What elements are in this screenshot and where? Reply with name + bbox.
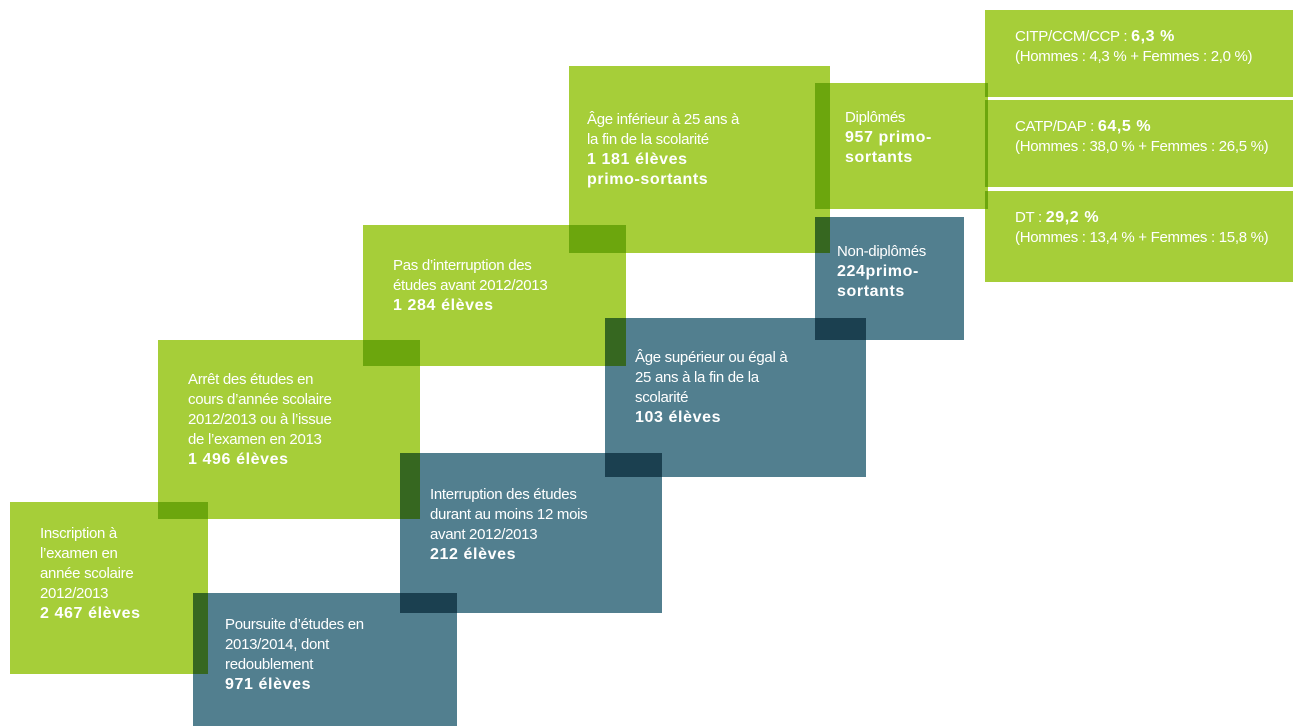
diploma-detail: (Hommes : 13,4 % + Femmes : 15,8 %) [1015,229,1269,246]
diploma-text: DT : 29,2 % (Hommes : 13,4 % + Femmes : 1… [1015,208,1269,248]
diploma-label: CITP/CCM/CCP : [1015,28,1132,45]
diploma-box [985,100,1293,187]
diploma-line: DT : 29,2 % [1015,208,1268,228]
bold-line: 2 467 élèves [40,605,141,622]
text-line: études avant 2012/2013 [393,277,548,294]
text-line: année scolaire [40,565,134,582]
text-line: Inscription à [40,525,117,542]
text-line: scolarité [635,389,689,406]
box [815,217,964,340]
bold-line: 1 181 élèves [587,151,688,168]
text-line: Âge supérieur ou égal à [635,349,788,366]
box [569,66,830,253]
text-line: 2012/2013 [40,585,109,602]
bold-line: 1 284 élèves [393,297,494,314]
diploma-line: CATP/DAP : 64,5 % [1015,117,1268,137]
diploma-label: DT : [1015,209,1046,226]
text-line: durant au moins 12 mois [430,506,588,523]
text-line: la fin de la scolarité [587,131,709,148]
box [400,453,662,613]
text-line: 2013/2014, dont [225,636,329,653]
text-line: Arrêt des études en [188,371,314,388]
text-line: Âge inférieur à 25 ans à [587,111,740,128]
bold-line: 971 élèves [225,676,312,693]
box [158,340,420,519]
diploma-box [985,10,1293,97]
text-line: Non-diplômés [837,243,926,260]
box-text: Poursuite d’études en 2013/2014, dont redo… [225,615,364,695]
bold-line: 212 élèves [430,546,517,563]
diploma-line: CITP/CCM/CCP : 6,3 % [1015,27,1252,47]
box-text: Non-diplômés 224primo-sortants [837,242,926,302]
box [815,83,988,209]
diploma-value: 29,2 % [1045,209,1100,226]
bold-line: sortants [845,149,913,166]
diploma-detail: (Hommes : 4,3 % + Femmes : 2,0 %) [1015,48,1253,65]
text-line: redoublement [225,656,314,673]
box-text: Pas d’interruption des études avant 2012/… [393,256,548,316]
text-line: cours d’année scolaire [188,391,332,408]
diploma-label: CATP/DAP : [1015,118,1098,135]
bold-line: 1 496 élèves [188,451,289,468]
diploma-value: 6,3 % [1131,28,1175,45]
diploma-text: CATP/DAP : 64,5 % (Hommes : 38,0 % + Femm… [1015,117,1269,157]
text-line: de l’examen en 2013 [188,431,322,448]
diploma-value: 64,5 % [1097,118,1152,135]
text-line: Pas d’interruption des [393,257,532,274]
text-line: 25 ans à la fin de la [635,369,759,386]
box-text: Âge inférieur à 25 ans à la fin de la sco… [587,110,739,190]
text-line: l’examen en [40,545,118,562]
diploma-box [985,191,1293,282]
box-text: Interruption des études durant au moins 1… [430,485,588,565]
bold-line: sortants [837,283,905,300]
bold-line: 103 élèves [635,409,722,426]
text-line: Diplômés [845,109,906,126]
text-line: Interruption des études [430,486,577,503]
box-text: Inscription à l’examen en année scolaire 20… [40,524,141,624]
box-text: Arrêt des études en cours d’année scolair… [188,370,332,470]
box [605,318,866,477]
bold-line: 957 primo- [845,129,932,146]
box [193,593,457,726]
box [10,502,208,674]
diploma-text: CITP/CCM/CCP : 6,3 % (Hommes : 4,3 % + Fe… [1015,27,1253,67]
diploma-detail: (Hommes : 38,0 % + Femmes : 26,5 %) [1015,138,1269,155]
box-text: Diplômés 957 primo-sortants [845,108,932,168]
bold-line: 224primo- [837,263,919,280]
bold-line: primo-sortants [587,171,709,188]
text-line: 2012/2013 ou à l’issue [188,411,332,428]
text-line: avant 2012/2013 [430,526,538,543]
text-line: Poursuite d’études en [225,616,364,633]
box-text: Âge supérieur ou égal à 25 ans à la fin d… [635,348,788,428]
